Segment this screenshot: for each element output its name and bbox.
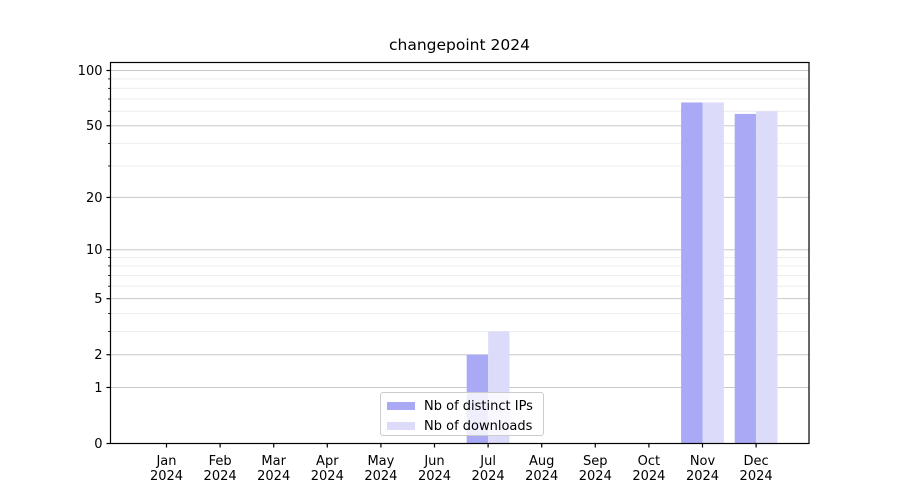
x-tick-label-year: 2024 — [150, 469, 183, 484]
y-tick-label: 0 — [94, 437, 102, 452]
bar-downloads — [702, 102, 724, 444]
x-tick-label-year: 2024 — [418, 469, 451, 484]
x-tick-label-month: Sep — [583, 454, 608, 469]
legend: Nb of distinct IPs Nb of downloads — [380, 392, 544, 436]
legend-swatch-distinct-ips — [387, 402, 415, 410]
x-tick-label-month: Nov — [690, 454, 716, 469]
x-tick-label-year: 2024 — [311, 469, 344, 484]
bar-downloads — [756, 111, 778, 444]
x-tick-label-month: Feb — [209, 454, 232, 469]
x-tick-label-month: Apr — [316, 454, 339, 469]
x-tick-label-year: 2024 — [364, 469, 397, 484]
x-tick-label-year: 2024 — [632, 469, 665, 484]
bar-distinct-ips — [734, 113, 757, 444]
x-tick-label-month: Dec — [744, 454, 769, 469]
x-tick-label-year: 2024 — [686, 469, 719, 484]
x-tick-label-year: 2024 — [525, 469, 558, 484]
chart-title: changepoint 2024 — [389, 36, 530, 54]
x-tick-label-year: 2024 — [204, 469, 237, 484]
y-tick-label: 2 — [94, 348, 102, 363]
legend-label-downloads: Nb of downloads — [424, 418, 533, 434]
x-tick-label-month: Jan — [155, 454, 176, 469]
x-tick-label-month: Jun — [423, 454, 444, 469]
bar-distinct-ips — [681, 102, 703, 444]
x-tick-label-month: Oct — [638, 454, 660, 469]
y-tick-label: 20 — [86, 191, 103, 206]
plot-frame — [109, 61, 810, 445]
legend-item-distinct-ips: Nb of distinct IPs — [387, 397, 537, 415]
x-tick-label-year: 2024 — [579, 469, 612, 484]
x-tick-label-year: 2024 — [740, 469, 773, 484]
y-tick-label: 10 — [86, 243, 103, 258]
x-tick-label-month: Aug — [529, 454, 554, 469]
x-tick-label-year: 2024 — [472, 469, 505, 484]
x-tick-label-month: Mar — [261, 454, 286, 469]
legend-swatch-downloads — [387, 422, 415, 430]
legend-item-downloads: Nb of downloads — [387, 417, 537, 435]
y-tick-label: 50 — [86, 119, 103, 134]
x-tick-label-month: May — [367, 454, 394, 469]
y-tick-label: 1 — [94, 381, 102, 396]
legend-label-distinct-ips: Nb of distinct IPs — [424, 398, 533, 414]
x-tick-label-month: Jul — [479, 454, 496, 469]
y-tick-label: 100 — [78, 64, 103, 79]
x-tick-label-year: 2024 — [257, 469, 290, 484]
y-tick-label: 5 — [94, 292, 102, 307]
